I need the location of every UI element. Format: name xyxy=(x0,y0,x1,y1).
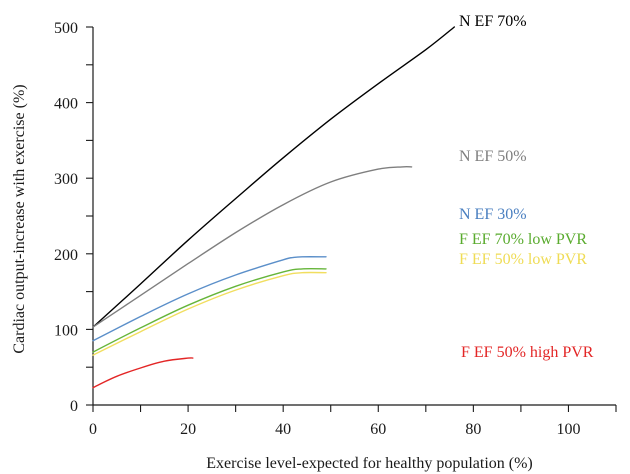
x-tick-label: 40 xyxy=(275,421,291,438)
series-line-2 xyxy=(92,166,413,328)
x-tick-label: 0 xyxy=(89,421,97,438)
y-tick-label: 500 xyxy=(54,20,78,37)
series-label-5: F EF 50% low PVR xyxy=(459,251,587,268)
x-tick-label: 20 xyxy=(180,421,196,438)
y-ticks: 0 100 200 300 400 500 xyxy=(54,20,93,415)
series-lines xyxy=(92,26,455,389)
series-label-1: N EF 70% xyxy=(459,13,527,30)
y-tick-label: 0 xyxy=(70,398,78,415)
x-axis-title: Exercise level-expected for healthy popu… xyxy=(206,455,533,472)
y-tick-label: 200 xyxy=(54,247,78,264)
y-axis-title: Cardiac output-increase with exercise (%… xyxy=(11,84,28,353)
series-line-3 xyxy=(92,256,327,342)
y-tick-label: 100 xyxy=(54,322,78,339)
x-ticks: 0 20 40 60 80 100 xyxy=(89,405,617,438)
x-tick-label: 80 xyxy=(465,421,481,438)
series-label-4: F EF 70% low PVR xyxy=(459,231,587,248)
series-label-2: N EF 50% xyxy=(459,148,527,165)
y-tick-label: 400 xyxy=(54,96,78,113)
series-labels: N EF 70% N EF 50% N EF 30% F EF 70% low PVR… xyxy=(459,13,594,361)
series-line-1 xyxy=(92,26,455,328)
y-tick-label: 300 xyxy=(54,171,78,188)
series-line-6 xyxy=(92,357,194,389)
series-line-5 xyxy=(92,271,327,356)
series-label-3: N EF 30% xyxy=(459,206,527,223)
series-line-4 xyxy=(92,267,327,353)
series-label-6: F EF 50% high PVR xyxy=(461,344,594,361)
x-tick-label: 100 xyxy=(556,421,580,438)
x-tick-label: 60 xyxy=(370,421,386,438)
